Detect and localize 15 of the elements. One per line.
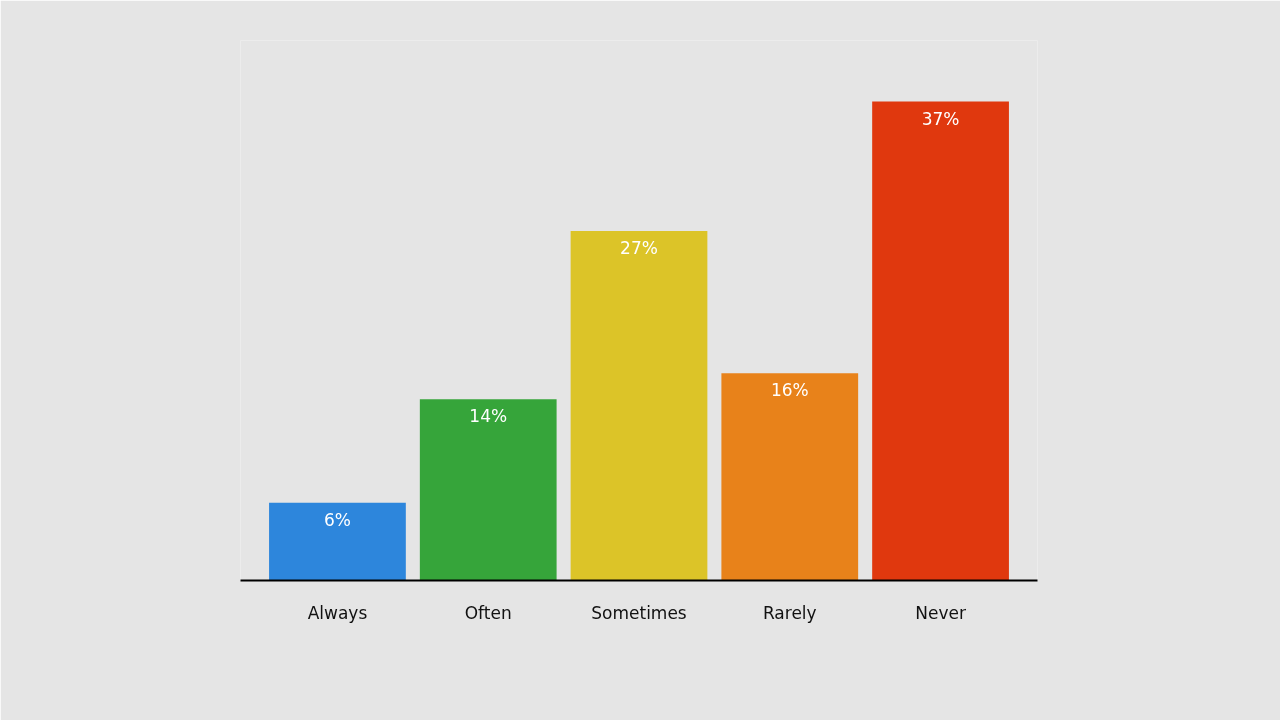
x-tick-label: Rarely — [762, 602, 817, 623]
bar — [419, 399, 557, 581]
data-label: 27% — [620, 237, 658, 258]
bar — [269, 502, 406, 581]
bar — [721, 373, 859, 581]
x-tick-label: Sometimes — [591, 602, 687, 623]
bar — [872, 101, 1009, 581]
x-tick-label: Always — [307, 602, 368, 623]
data-label: 37% — [921, 108, 960, 129]
x-tick-label: Often — [464, 602, 512, 623]
x-tick-label: Never — [915, 602, 966, 623]
data-label: 16% — [770, 380, 809, 401]
bar — [570, 230, 708, 581]
data-label: 6% — [323, 509, 351, 530]
data-label: 14% — [469, 406, 508, 427]
